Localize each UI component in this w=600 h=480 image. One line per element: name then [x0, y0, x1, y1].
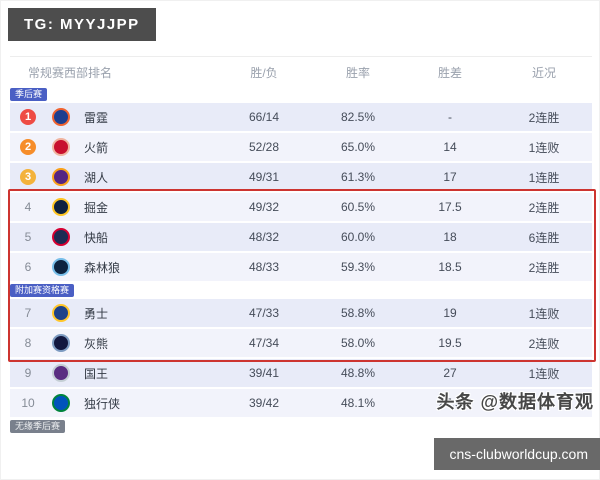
win-pct-cell: 61.3% — [340, 170, 376, 184]
wins-losses-cell: 52/28 — [248, 140, 280, 154]
team-name[interactable]: 灰熊 — [84, 336, 109, 351]
toutiao-watermark: 头条 @数据体育观 — [436, 392, 594, 412]
section-badge: 无缘季后赛 — [10, 420, 66, 433]
tg-watermark-badge: TG: MYYJJPP — [8, 8, 156, 41]
team-name[interactable]: 国王 — [84, 366, 109, 381]
team-name[interactable]: 森林狼 — [84, 260, 121, 275]
team-logo — [46, 334, 76, 352]
games-behind-cell: 17.5 — [438, 200, 462, 214]
games-behind-cell: 17 — [443, 170, 457, 184]
section-badge-row: 无缘季后赛 — [10, 419, 592, 434]
win-pct-cell: 58.0% — [340, 336, 376, 350]
team-logo — [46, 198, 76, 216]
wins-losses-cell: 39/41 — [248, 366, 280, 380]
team-name[interactable]: 湖人 — [84, 170, 109, 185]
rank-cell: 10 — [21, 396, 35, 410]
win-pct-cell: 58.8% — [340, 306, 376, 320]
team-logo — [46, 138, 76, 156]
column-header-pct: 胜率 — [345, 65, 370, 80]
team-logo — [46, 258, 76, 276]
rank-cell: 3 — [10, 169, 46, 185]
recent-form-cell: 2连胜 — [528, 110, 560, 125]
section-badge: 季后赛 — [10, 88, 48, 101]
rank-cell: 9 — [24, 366, 32, 380]
games-behind-cell: 27.5 — [438, 396, 462, 410]
win-pct-cell: 60.0% — [340, 230, 376, 244]
wins-losses-cell: 49/32 — [248, 200, 280, 214]
games-behind-cell: 18.5 — [438, 260, 462, 274]
games-behind-cell: 18 — [443, 230, 457, 244]
rank-cell: 7 — [24, 306, 32, 320]
team-logo — [46, 108, 76, 126]
team-name[interactable]: 独行侠 — [84, 396, 121, 411]
wins-losses-cell: 48/32 — [248, 230, 280, 244]
win-pct-cell: 60.5% — [340, 200, 376, 214]
win-pct-cell: 59.3% — [340, 260, 376, 274]
rank-cell: 2 — [10, 139, 46, 155]
recent-form-cell: 1连胜 — [528, 170, 560, 185]
team-logo — [46, 168, 76, 186]
table-row[interactable]: 9 国王 39/41 48.8% 27 1连败 — [10, 359, 592, 387]
games-behind-cell: 27 — [443, 366, 457, 380]
column-header-wl: 胜/负 — [250, 65, 278, 80]
table-row[interactable]: 2 火箭 52/28 65.0% 14 1连败 — [10, 133, 592, 161]
games-behind-cell: 19.5 — [438, 336, 462, 350]
table-row[interactable]: 4 掘金 49/32 60.5% 17.5 2连胜 — [10, 193, 592, 221]
team-name[interactable]: 勇士 — [84, 306, 109, 321]
wins-losses-cell: 47/34 — [248, 336, 280, 350]
section-badge-row: 附加赛资格赛 — [10, 283, 592, 298]
rank-cell: 6 — [24, 260, 32, 274]
games-behind-cell: - — [448, 110, 452, 124]
recent-form-cell: 2连胜 — [528, 200, 560, 215]
win-pct-cell: 48.8% — [340, 366, 376, 380]
standings-rows: 季后赛 1 雷霆 66/14 82.5% - 2连胜 2 火箭 52/28 65… — [10, 87, 592, 434]
win-pct-cell: 65.0% — [340, 140, 376, 154]
team-name[interactable]: 掘金 — [84, 200, 109, 215]
section-badge-row: 季后赛 — [10, 87, 592, 102]
recent-form-cell: 2连败 — [528, 336, 560, 351]
table-header-row: 常规赛西部排名 胜/负 胜率 胜差 近况 — [10, 57, 592, 87]
table-row[interactable]: 6 森林狼 48/33 59.3% 18.5 2连胜 — [10, 253, 592, 281]
team-name[interactable]: 快船 — [84, 230, 109, 245]
standings-table: 常规赛西部排名 胜/负 胜率 胜差 近况 季后赛 1 雷霆 66/14 82.5… — [10, 56, 592, 435]
site-url-badge: cns-clubworldcup.com — [433, 438, 600, 470]
team-logo — [46, 304, 76, 322]
team-name[interactable]: 火箭 — [84, 140, 109, 155]
wins-losses-cell: 48/33 — [248, 260, 280, 274]
recent-form-cell: 2连胜 — [528, 260, 560, 275]
wins-losses-cell: 49/31 — [248, 170, 280, 184]
column-header-form: 近况 — [531, 65, 556, 80]
column-header-gb: 胜差 — [437, 65, 462, 80]
team-name[interactable]: 雷霆 — [84, 110, 109, 125]
rank-cell: 1 — [10, 109, 46, 125]
win-pct-cell: 82.5% — [340, 110, 376, 124]
table-row[interactable]: 8 灰熊 47/34 58.0% 19.5 2连败 — [10, 329, 592, 357]
wins-losses-cell: 66/14 — [248, 110, 280, 124]
team-logo — [46, 364, 76, 382]
wins-losses-cell: 39/42 — [248, 396, 280, 410]
win-pct-cell: 48.1% — [340, 396, 376, 410]
table-row[interactable]: 3 湖人 49/31 61.3% 17 1连胜 — [10, 163, 592, 191]
table-row[interactable]: 1 雷霆 66/14 82.5% - 2连胜 — [10, 103, 592, 131]
table-row[interactable]: 5 快船 48/32 60.0% 18 6连胜 — [10, 223, 592, 251]
games-behind-cell: 19 — [443, 306, 457, 320]
section-badge: 附加赛资格赛 — [10, 284, 75, 297]
team-logo — [46, 228, 76, 246]
wins-losses-cell: 47/33 — [248, 306, 280, 320]
recent-form-cell: 1连败 — [528, 306, 560, 321]
table-row[interactable]: 7 勇士 47/33 58.8% 19 1连败 — [10, 299, 592, 327]
team-logo — [46, 394, 76, 412]
games-behind-cell: 14 — [443, 140, 457, 154]
recent-form-cell: 1连败 — [528, 140, 560, 155]
recent-form-cell: 6连胜 — [528, 230, 560, 245]
rank-cell: 8 — [24, 336, 32, 350]
rank-cell: 5 — [24, 230, 32, 244]
recent-form-cell: 1连败 — [528, 366, 560, 381]
table-title: 常规赛西部排名 — [28, 65, 113, 80]
table-row[interactable]: 10 独行侠 39/42 48.1% 27.5 — [10, 389, 592, 417]
rank-cell: 4 — [24, 200, 32, 214]
